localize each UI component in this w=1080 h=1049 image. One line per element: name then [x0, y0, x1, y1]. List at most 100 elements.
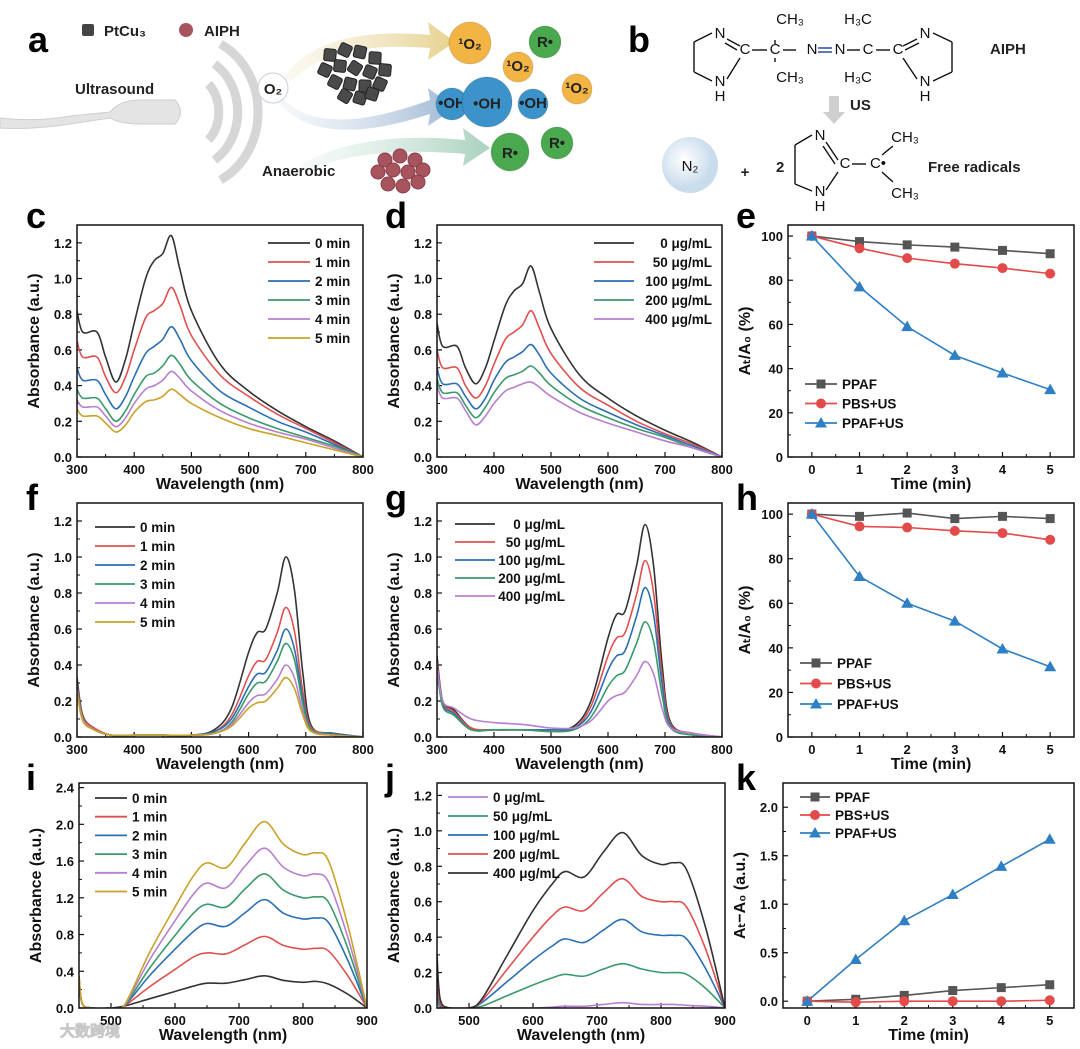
- series-line-4: [437, 831, 725, 1008]
- atom-n: N: [715, 73, 726, 90]
- y-axis-title: Absorbance (a.u.): [28, 828, 45, 963]
- ultrasound-transducer-icon: [0, 99, 181, 129]
- y-tick-label: 1.2: [56, 891, 74, 906]
- data-point: [902, 508, 912, 518]
- y-tick-label: 0.2: [414, 966, 432, 981]
- legend-label: 4 min: [132, 866, 167, 881]
- legend-label: 0 μg/mL: [660, 236, 712, 251]
- y-tick-label: 80: [769, 273, 783, 288]
- aiph-sphere-icon: [179, 23, 193, 37]
- y-axis-title: Absorbance (a.u.): [26, 273, 43, 408]
- y-tick-label: 0.2: [414, 694, 432, 709]
- data-point: [849, 953, 862, 965]
- plot-frame: [78, 782, 368, 1009]
- y-tick-label: 0.8: [56, 928, 74, 943]
- data-point: [949, 525, 960, 536]
- y-tick-label: 60: [769, 596, 783, 611]
- legend-label: PPAF+US: [837, 697, 899, 712]
- y-tick-label: 1.2: [414, 514, 432, 529]
- y-tick-label: 0.4: [414, 658, 433, 673]
- y-tick-label: 2.4: [56, 781, 75, 796]
- bond-line: [902, 57, 918, 80]
- legend-label: 200 μg/mL: [493, 847, 560, 862]
- data-point: [996, 367, 1009, 378]
- atom-n-azo: N: [807, 41, 818, 58]
- series-line-5: [79, 820, 367, 1008]
- bond-line: [932, 32, 953, 43]
- atom-h: H: [815, 198, 826, 215]
- singlet-oxygen-bubble: [448, 21, 492, 65]
- legend-label: 100 μg/mL: [645, 274, 712, 289]
- data-point: [950, 242, 960, 252]
- bond-line: [724, 42, 738, 51]
- o2-bubble: [257, 72, 289, 104]
- ptcu3-nanoparticle-cluster-icon: [317, 42, 392, 106]
- legend-ptcu3: PtCu₃: [104, 23, 146, 40]
- data-point: [850, 997, 861, 1008]
- y-axis-title: Absorbance (a.u.): [386, 273, 403, 408]
- series-line-0: [437, 998, 725, 1008]
- y-tick-label: 0.8: [54, 586, 72, 601]
- bond-line: [794, 134, 813, 146]
- reaction-arrow-icon: [823, 96, 845, 124]
- data-point: [948, 349, 961, 360]
- panel-label-e: e: [736, 195, 756, 236]
- o2-label: O₂: [264, 81, 282, 98]
- series-line-0: [77, 234, 363, 457]
- legend-marker: [810, 792, 820, 802]
- legend-aiph: AIPH: [204, 23, 240, 40]
- hydroxyl-label: •OH: [519, 95, 547, 112]
- data-point: [1045, 980, 1055, 990]
- atom-n: N: [920, 25, 931, 42]
- x-axis-title: Wavelength (nm): [156, 476, 284, 493]
- data-point: [997, 528, 1008, 539]
- legend-label: PPAF+US: [842, 416, 904, 431]
- y-tick-label: 1.2: [414, 788, 432, 803]
- data-point: [805, 508, 818, 519]
- x-tick-label: 400: [123, 462, 145, 477]
- y-tick-label: 1.0: [414, 272, 432, 287]
- data-point: [948, 986, 958, 996]
- chart-e: 0 1 2 3 4 5 0 20 40 60 80 100 Time (min) Aₜ/A₀ (%) PPA…: [737, 224, 1075, 493]
- legend-label: 0 min: [140, 520, 175, 535]
- data-point: [853, 570, 866, 582]
- y-tick-label: 0.0: [414, 1001, 432, 1016]
- series-line-2: [437, 586, 722, 737]
- legend-label: 3 min: [315, 293, 350, 308]
- data-point: [1043, 833, 1056, 844]
- y-tick-label: 0.6: [414, 343, 432, 358]
- legend-label: 0 μg/mL: [493, 790, 545, 805]
- x-tick-label: 800: [711, 742, 733, 757]
- x-axis-title: Wavelength (nm): [156, 756, 284, 773]
- series-line-4: [437, 660, 722, 737]
- series-line-2: [437, 918, 725, 1008]
- y-tick-label: 60: [769, 317, 783, 332]
- ptcu3-cube-icon: [82, 24, 94, 36]
- x-tick-label: 500: [458, 1013, 480, 1028]
- legend-label: 50 μg/mL: [493, 809, 552, 824]
- x-tick-label: 300: [66, 462, 88, 477]
- y-tick-label: 0.0: [414, 450, 432, 465]
- x-tick-label: 600: [597, 742, 619, 757]
- chart-i: 500 600 700 800 900 0.0 0.4 0.8 1.2 1.6 2.0 2.4 Wave…: [28, 781, 378, 1044]
- panel-label-j: j: [384, 757, 395, 798]
- x-axis-title: Wavelength (nm): [159, 1027, 287, 1044]
- y-tick-label: 0.0: [56, 1001, 74, 1016]
- bond-line: [825, 171, 839, 191]
- y-tick-label: 0.6: [414, 622, 432, 637]
- x-tick-label: 400: [123, 742, 145, 757]
- data-point: [948, 615, 961, 626]
- y-tick-label: 1.2: [54, 236, 72, 251]
- series-line-3: [437, 365, 722, 457]
- x-tick-label: 600: [238, 742, 260, 757]
- y-tick-label: 1.5: [760, 849, 778, 864]
- plot-area: [806, 838, 1051, 1003]
- data-point: [1044, 660, 1057, 672]
- y-tick-label: 0.5: [760, 946, 778, 961]
- x-tick-label: 800: [650, 1013, 672, 1028]
- chart-j: 500 600 700 800 900 0.0 0.2 0.4 0.6 0.8 1.0 1.2 Wave…: [386, 782, 736, 1044]
- legend-label: 4 min: [315, 312, 350, 327]
- radical-label: R•: [549, 135, 565, 152]
- series-line-1: [437, 962, 725, 1008]
